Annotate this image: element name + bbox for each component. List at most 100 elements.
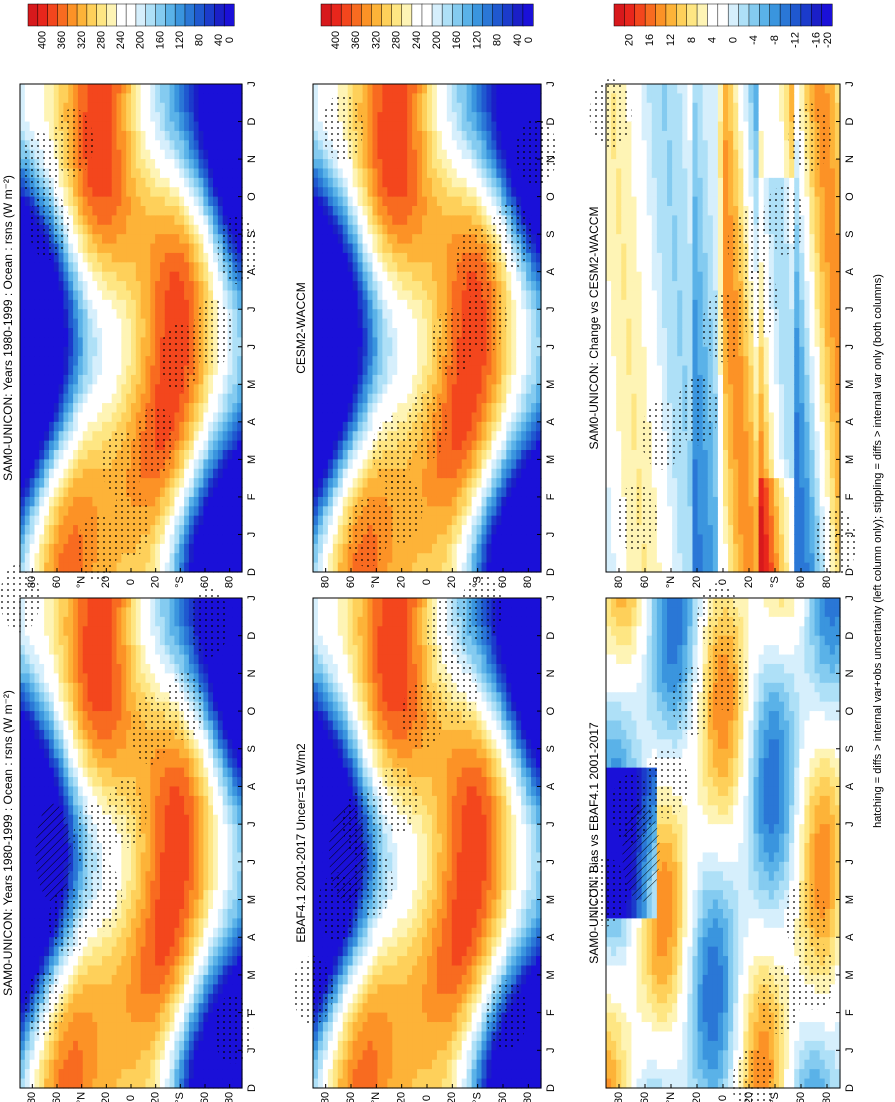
heatmap-cell: [131, 663, 137, 674]
heatmap-cell: [188, 993, 195, 1004]
heatmap-cell: [222, 403, 229, 414]
heatmap-cell: [63, 187, 69, 198]
heatmap-cell: [222, 487, 229, 498]
heatmap-cell: [87, 956, 93, 967]
heatmap-cell: [63, 328, 69, 338]
heatmap-cell: [126, 130, 132, 141]
heatmap-cell: [140, 215, 147, 226]
heatmap-cell: [131, 1059, 137, 1070]
heatmap-cell: [237, 786, 243, 797]
heatmap-cell: [155, 843, 161, 854]
heatmap-cell: [20, 534, 26, 545]
heatmap-cell: [135, 645, 142, 656]
heatmap-cell: [179, 861, 185, 872]
heatmap-cell: [106, 701, 113, 712]
heatmap-cell: [164, 243, 171, 254]
heatmap-cell: [159, 393, 166, 404]
heatmap-cell: [77, 206, 84, 216]
heatmap-cell: [208, 506, 214, 517]
heatmap-cell: [213, 281, 219, 292]
heatmap-cell: [102, 974, 108, 985]
heatmap-cell: [227, 890, 233, 901]
heatmap-cell: [237, 487, 243, 498]
heatmap-cell: [169, 993, 176, 1004]
heatmap-cell: [213, 927, 219, 938]
heatmap-cell: [20, 852, 26, 863]
heatmap-cell: [58, 421, 65, 432]
heatmap-cell: [164, 1003, 171, 1014]
heatmap-cell: [140, 777, 147, 788]
heatmap-cell: [44, 102, 50, 113]
heatmap-cell: [73, 309, 79, 320]
heatmap-cell: [313, 701, 319, 712]
heatmap-cell: [73, 1050, 79, 1061]
heatmap-cell: [150, 290, 156, 301]
heatmap-cell: [82, 450, 89, 460]
heatmap-cell: [20, 729, 26, 740]
heatmap-cell: [102, 645, 108, 656]
heatmap-cell: [24, 534, 31, 545]
heatmap-cell: [164, 196, 171, 207]
heatmap-cell: [116, 739, 122, 750]
heatmap-cell: [116, 1040, 122, 1051]
heatmap-cell: [48, 421, 55, 432]
heatmap-cell: [198, 805, 204, 816]
heatmap-cell: [39, 562, 45, 573]
heatmap-cell: [188, 318, 195, 329]
heatmap-cell: [140, 309, 147, 320]
heatmap-cell: [184, 84, 190, 94]
heatmap-cell: [97, 1069, 103, 1080]
heatmap-cell: [20, 318, 26, 329]
heatmap-cell: [232, 805, 238, 816]
heatmap-cell: [169, 384, 176, 395]
heatmap-cell: [63, 1078, 69, 1089]
heatmap-cell: [53, 450, 60, 460]
heatmap-cell: [87, 159, 93, 170]
heatmap-cell: [155, 271, 161, 282]
heatmap-cell: [237, 543, 243, 554]
heatmap-cell: [29, 431, 36, 442]
heatmap-cell: [126, 234, 132, 245]
heatmap-cell: [106, 187, 113, 198]
colorbar-swatch: [135, 3, 147, 27]
heatmap-cell: [155, 562, 161, 573]
heatmap-cell: [82, 673, 89, 684]
heatmap-cell: [106, 403, 113, 414]
heatmap-cell: [184, 234, 190, 245]
heatmap-cell: [203, 871, 209, 882]
heatmap-cell: [213, 450, 219, 460]
heatmap-cell: [135, 908, 142, 919]
heatmap-cell: [203, 843, 209, 854]
heatmap-cell: [188, 663, 195, 674]
heatmap-cell: [92, 384, 98, 395]
heatmap-cell: [174, 626, 180, 637]
heatmap-cell: [155, 1059, 161, 1070]
heatmap-cell: [106, 281, 113, 292]
heatmap-cell: [193, 918, 200, 929]
heatmap-cell: [237, 346, 243, 357]
heatmap-cell: [222, 431, 229, 442]
heatmap-cell: [237, 890, 243, 901]
heatmap-cell: [24, 645, 31, 656]
heatmap-cell: [237, 553, 243, 564]
heatmap-cell: [63, 84, 69, 94]
heatmap-cell: [68, 673, 74, 684]
heatmap-cell: [237, 805, 243, 816]
heatmap-cell: [20, 252, 26, 263]
heatmap-cell: [213, 159, 219, 170]
heatmap-cell: [58, 748, 65, 759]
heatmap-cell: [87, 196, 93, 207]
heatmap-cell: [82, 937, 89, 948]
heatmap-cell: [131, 281, 137, 292]
heatmap-cell: [48, 365, 55, 376]
heatmap-cell: [227, 309, 233, 320]
heatmap-cell: [63, 468, 69, 479]
heatmap-cell: [198, 1003, 204, 1014]
heatmap-cell: [159, 1012, 166, 1023]
heatmap-cell: [48, 701, 55, 712]
heatmap-cell: [313, 814, 319, 825]
heatmap-cell: [193, 767, 200, 778]
heatmap-cell: [203, 534, 209, 545]
heatmap-cell: [20, 880, 26, 891]
heatmap-cell: [82, 974, 89, 985]
